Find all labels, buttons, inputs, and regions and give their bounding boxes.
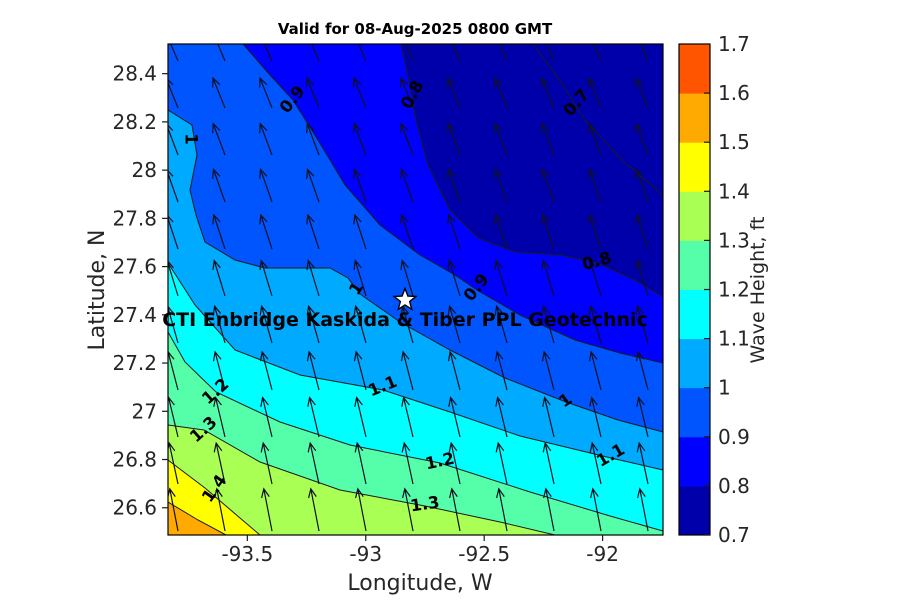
y-tick-label: 26.6	[112, 496, 157, 520]
colorbar-band	[679, 191, 710, 241]
colorbar-band	[679, 142, 710, 192]
x-tick-label: -92	[586, 542, 619, 566]
y-tick-label: 27	[132, 399, 157, 423]
y-tick-label: 28.4	[112, 62, 157, 86]
colorbar-tick-label: 1.1	[718, 327, 750, 351]
colorbar-band	[679, 338, 710, 389]
y-tick-label: 27.6	[112, 255, 157, 279]
contour-label-1: 1	[182, 133, 201, 144]
contour-line-l13	[168, 424, 556, 535]
colorbar-tick-label: 1.4	[718, 179, 750, 203]
y-axis-label: Latitude, N	[85, 230, 110, 351]
colorbar: 1.7 1.6 1.5 1.4 1.3 1.2 1.1 1 0.9 0.8 0.7	[678, 32, 750, 547]
contour-line-l10	[168, 109, 663, 433]
y-tick-label: 28	[132, 158, 157, 182]
colorbar-tick-label: 1.5	[718, 130, 750, 154]
site-annotation-group: CTI Enbridge Kaskida & Tiber PPL Geotech…	[162, 286, 648, 331]
contour-line-l09	[242, 44, 663, 364]
colorbar-tick-label: 1.6	[718, 81, 750, 105]
y-tick-label: 26.8	[112, 448, 157, 472]
contour-label-1.3: 1.3	[409, 493, 441, 516]
plot-area	[168, 44, 663, 535]
colorbar-band	[679, 44, 710, 94]
colorbar-band	[679, 289, 710, 340]
contour-band-1.3-1.4	[168, 425, 555, 535]
contour-line-l15	[168, 501, 227, 535]
contour-band-1.5-1.6	[168, 502, 226, 535]
colorbar-tick-label: 1.7	[718, 32, 750, 56]
x-tick-label: -93.5	[221, 542, 273, 566]
plot-border	[167, 43, 664, 536]
x-tick-label: -92.5	[458, 542, 510, 566]
wind-quiver-arrows	[168, 44, 649, 532]
y-tick-label: 27.8	[112, 206, 157, 230]
colorbar-tick-label: 0.8	[718, 474, 750, 498]
contour-line-l12	[168, 331, 663, 532]
colorbar-band	[679, 93, 710, 143]
y-tick-label: 27.2	[112, 351, 157, 375]
contour-line-l14	[168, 459, 261, 535]
contour-line-l11	[168, 262, 663, 471]
colorbar-tick-label: 1	[718, 376, 731, 400]
plot-title: Valid for 08-Aug-2025 0800 GMT	[278, 20, 553, 38]
colorbar-tick-label: 1.3	[718, 228, 750, 252]
colorbar-tick-label: 0.7	[718, 523, 750, 547]
axes: -93.5 -93 -92.5 -92 28.4 28.2 28 27.8 27.6 27.4 27…	[112, 43, 664, 566]
colorbar-tick-label: 1.2	[718, 278, 750, 302]
colorbar-tick-label: 0.9	[718, 425, 750, 449]
colorbar-label: Wave Height, ft	[747, 217, 769, 364]
y-tick-label: 28.2	[112, 110, 157, 134]
contour-line-l08	[400, 44, 663, 298]
y-tick-label: 27.4	[112, 303, 157, 327]
colorbar-band	[679, 485, 710, 536]
site-star-icon	[392, 286, 418, 311]
colorbar-band	[679, 436, 710, 487]
x-tick-label: -93	[349, 542, 382, 566]
site-annotation-text: CTI Enbridge Kaskida & Tiber PPL Geotech…	[162, 309, 648, 331]
x-axis-label: Longitude, W	[347, 571, 492, 596]
colorbar-band	[679, 240, 710, 290]
colorbar-band	[679, 387, 710, 438]
